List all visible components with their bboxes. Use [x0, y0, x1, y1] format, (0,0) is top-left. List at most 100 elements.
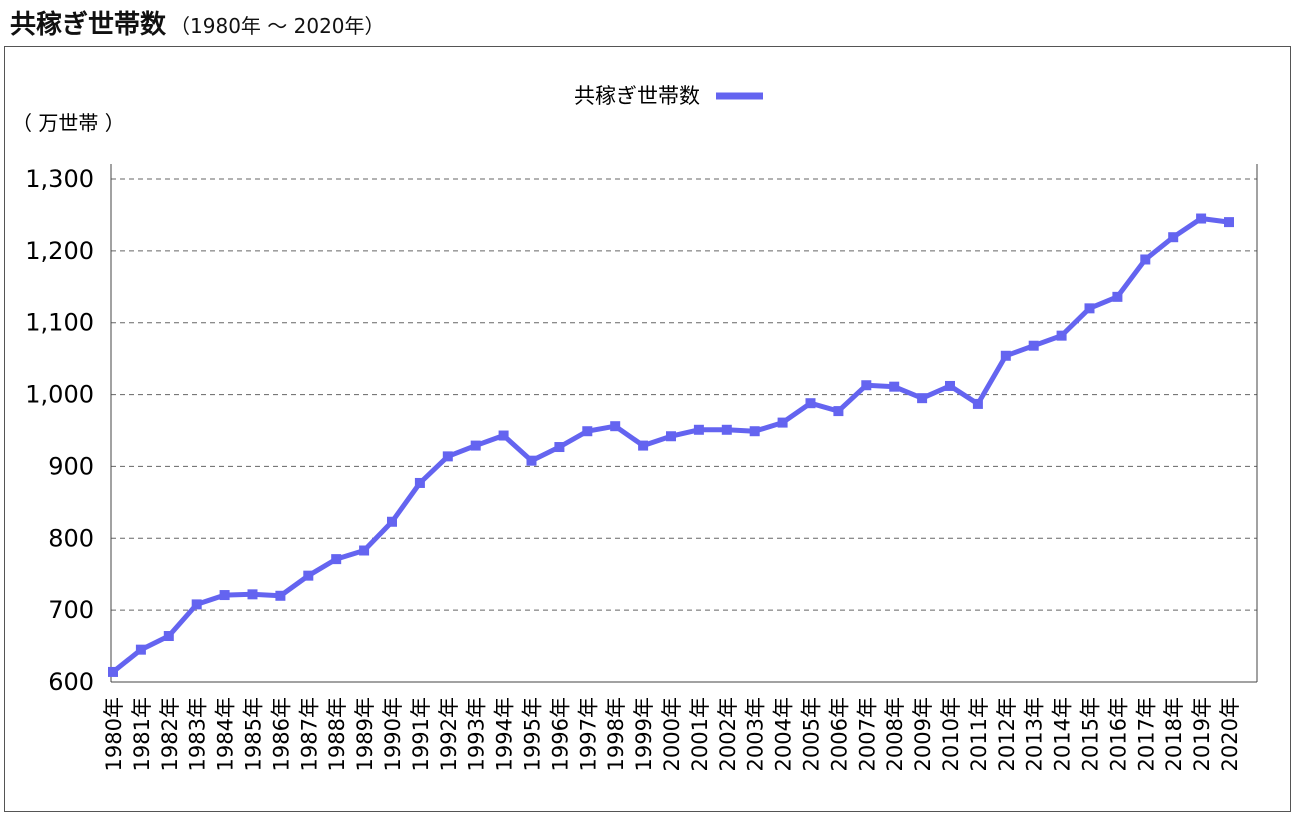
x-tick-label: 1991年: [409, 697, 433, 771]
chart-frame: [4, 46, 1291, 812]
y-unit-label: （ 万世帯 ）: [12, 111, 125, 135]
data-point: [554, 442, 565, 453]
x-tick-label: 2015年: [1079, 697, 1103, 771]
data-point: [917, 393, 928, 404]
data-point: [638, 440, 649, 451]
y-tick-labels: 600 700 800 900 1,000 1,100 1,200 1,300: [25, 165, 94, 696]
chart-title: 共稼ぎ世帯数: [10, 10, 167, 40]
x-tick-label: 2000年: [660, 697, 684, 771]
x-tick-label: 2001年: [688, 697, 712, 771]
data-point: [749, 426, 760, 437]
x-tick-label: 1984年: [214, 697, 238, 771]
y-tick-label: 600: [48, 668, 94, 696]
data-point: [721, 424, 732, 435]
data-point: [498, 430, 509, 441]
y-tick-label: 1,200: [25, 237, 94, 265]
x-tick-label: 2006年: [827, 697, 851, 771]
data-point: [861, 380, 872, 391]
x-tick-label: 2011年: [967, 697, 991, 771]
x-tick-label: 2013年: [1023, 697, 1047, 771]
data-point: [610, 421, 621, 432]
y-tick-label: 1,000: [25, 381, 94, 409]
x-tick-label: 1994年: [493, 697, 517, 771]
data-point: [1112, 291, 1123, 302]
data-point: [387, 516, 397, 527]
x-tick-label: 2004年: [772, 697, 796, 771]
data-point: [526, 455, 537, 466]
chart-subtitle: （1980年 ～ 2020年）: [170, 14, 385, 38]
x-tick-label: 1993年: [465, 697, 489, 771]
data-point: [1140, 254, 1151, 265]
grid-lines: [111, 178, 1257, 611]
data-point: [470, 440, 481, 451]
data-point: [247, 589, 258, 600]
x-tick-label: 1981年: [130, 697, 154, 771]
x-tick-label: 2017年: [1134, 697, 1158, 771]
data-point: [1056, 330, 1067, 341]
x-tick-label: 1996年: [548, 697, 572, 771]
data-point: [889, 381, 900, 392]
data-point: [777, 417, 788, 428]
x-tick-label: 1992年: [437, 697, 461, 771]
data-point: [1196, 213, 1207, 224]
x-tick-label: 2016年: [1106, 697, 1130, 771]
data-point: [275, 590, 286, 601]
x-tick-label: 1997年: [576, 697, 600, 771]
data-point: [1084, 303, 1095, 314]
data-point: [359, 545, 370, 556]
data-series: [108, 213, 1234, 677]
x-tick-label: 1995年: [521, 697, 545, 771]
x-tick-label: 1988年: [325, 697, 349, 771]
data-point: [163, 631, 174, 642]
data-point: [972, 398, 983, 409]
x-tick-label: 1982年: [158, 697, 182, 771]
x-tick-label: 2019年: [1190, 697, 1214, 771]
data-point: [1000, 350, 1011, 361]
data-point: [833, 406, 844, 417]
data-point: [331, 554, 342, 565]
x-tick-label: 1985年: [242, 697, 266, 771]
axes: [110, 164, 1258, 683]
data-point: [805, 398, 816, 409]
x-tick-label: 1998年: [604, 697, 628, 771]
data-point: [303, 570, 314, 581]
series-line: [111, 216, 1230, 674]
data-point: [135, 644, 146, 655]
x-tick-label: 2008年: [883, 697, 907, 771]
y-tick-label: 800: [48, 524, 94, 552]
x-tick-label: 2012年: [995, 697, 1019, 771]
x-tick-label: 1989年: [353, 697, 377, 771]
x-tick-label: 2005年: [800, 697, 824, 771]
y-tick-label: 1,300: [25, 165, 94, 193]
data-point: [1224, 217, 1234, 228]
x-tick-label: 2010年: [939, 697, 963, 771]
x-tick-label: 1983年: [186, 697, 210, 771]
data-point: [219, 590, 230, 601]
x-tick-label: 1980年: [102, 697, 126, 771]
data-point: [414, 477, 425, 488]
data-point: [1168, 232, 1179, 243]
data-point: [666, 431, 676, 442]
x-tick-label: 1986年: [269, 697, 293, 771]
x-tick-labels: 1980年 1981年 1982年 1983年 1984年 1985年 1986年 1987年…: [102, 697, 1242, 771]
data-point: [108, 666, 118, 677]
y-tick-label: 700: [48, 596, 94, 624]
x-tick-label: 2014年: [1051, 697, 1075, 771]
x-tick-label: 1990年: [381, 697, 405, 771]
chart-title-row: 共稼ぎ世帯数 （1980年 ～ 2020年）: [10, 4, 385, 40]
x-tick-label: 2007年: [855, 697, 879, 771]
x-tick-label: 2020年: [1218, 697, 1242, 771]
data-point: [693, 424, 704, 435]
data-point: [582, 426, 593, 437]
y-tick-label: 900: [48, 452, 94, 480]
legend-label: 共稼ぎ世帯数: [574, 84, 700, 108]
x-tick-label: 2009年: [911, 697, 935, 771]
x-tick-label: 2003年: [744, 697, 768, 771]
data-point: [945, 380, 955, 391]
x-tick-label: 1999年: [632, 697, 656, 771]
x-tick-label: 1987年: [297, 697, 321, 771]
data-point: [191, 599, 202, 610]
data-point: [1028, 340, 1039, 351]
data-point: [442, 451, 453, 462]
